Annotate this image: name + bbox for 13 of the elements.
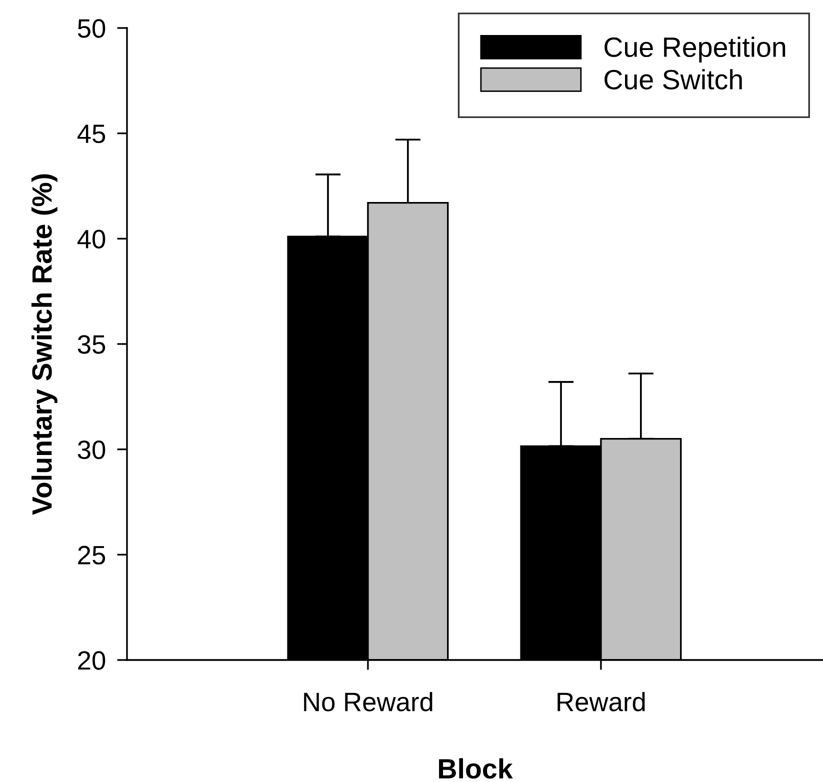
y-tick-label: 30 xyxy=(78,440,106,460)
legend-label: Cue Switch xyxy=(604,69,742,90)
y-tick-label: 20 xyxy=(78,651,106,670)
y-tick-label: 35 xyxy=(78,335,106,354)
y-tick-label: 25 xyxy=(78,546,106,564)
x-axis-title: Block xyxy=(439,758,513,779)
y-tick-label: 40 xyxy=(77,230,106,248)
legend-label: Cue Repetition xyxy=(604,36,786,63)
y-tick-label: 45 xyxy=(77,124,106,144)
x-tick-label: Reward xyxy=(558,692,645,712)
y-tick-label: 50 xyxy=(78,19,106,38)
y-axis-title: Voluntary Switch Rate (%) xyxy=(31,174,58,515)
x-tick-label: No Reward xyxy=(304,692,432,712)
